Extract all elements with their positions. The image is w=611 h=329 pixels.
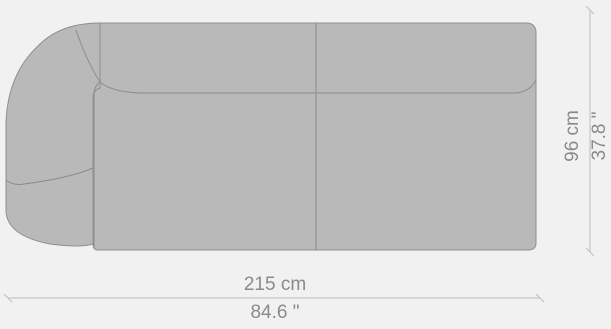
sofa-top-view	[5, 22, 537, 251]
seat-cushion-edge	[93, 81, 101, 248]
width-tick-left	[3, 293, 13, 303]
width-dimension: 215 cm 84.6 "	[3, 274, 545, 323]
width-imperial-label: 84.6 "	[250, 302, 299, 323]
depth-metric-label: 96 cm	[562, 110, 583, 162]
back-cushion-seam	[75, 29, 537, 94]
depth-dimension: 96 cm 37.8 "	[562, 5, 610, 257]
armrest-seam	[5, 167, 94, 185]
sofa-body	[92, 22, 537, 251]
width-metric-label: 215 cm	[244, 274, 306, 295]
width-tick-right	[535, 293, 545, 303]
depth-tick-top	[585, 5, 595, 15]
depth-tick-bottom	[585, 247, 595, 257]
depth-imperial-label: 37.8 "	[589, 111, 610, 160]
sofa-armrest	[5, 22, 101, 247]
